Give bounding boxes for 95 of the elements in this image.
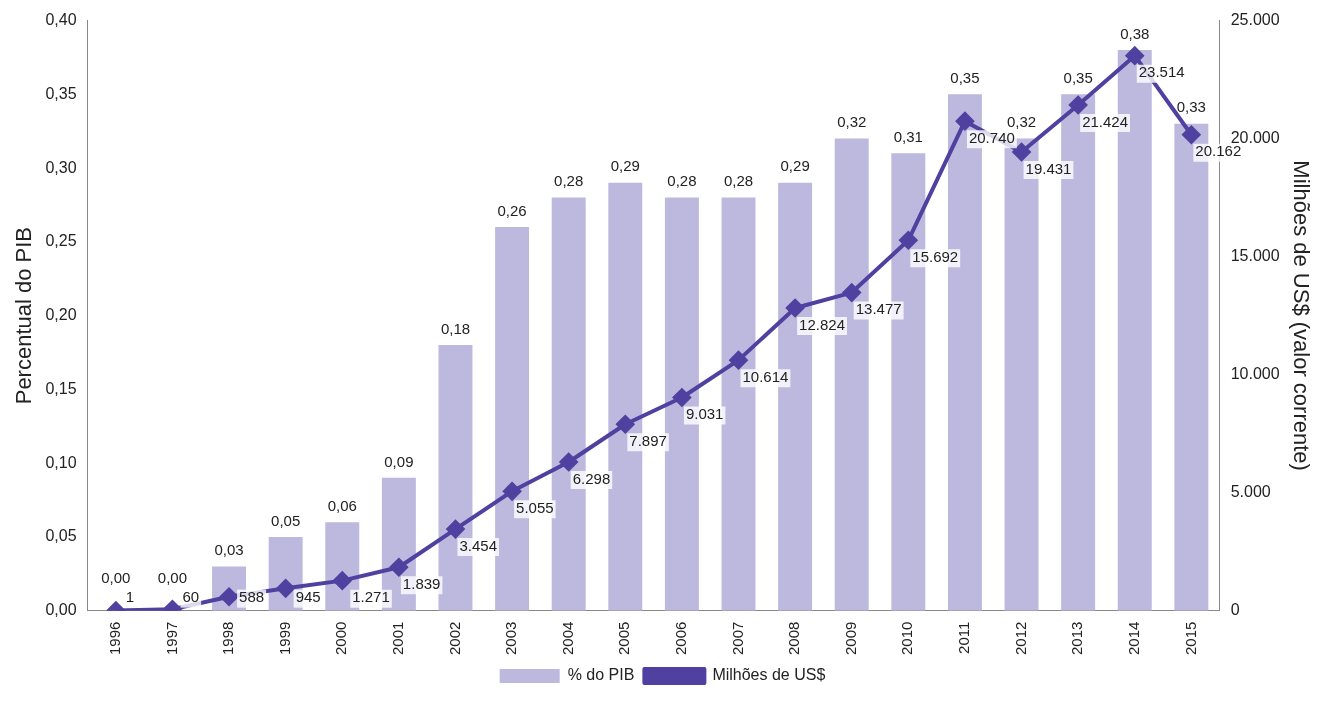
data-label: 0,26 xyxy=(497,201,527,219)
y2-tick-label: 5.000 xyxy=(1230,483,1271,501)
data-label: 0,28 xyxy=(667,172,697,190)
y2-tick-label: 0 xyxy=(1230,601,1240,619)
x-tick-label: 2013 xyxy=(1068,621,1086,656)
point xyxy=(955,112,974,131)
data-label: 0,35 xyxy=(950,68,980,86)
data-label: 3.454 xyxy=(459,536,498,554)
x-tick-label: 1996 xyxy=(105,621,123,656)
y-tick-label: 0,40 xyxy=(45,11,77,29)
data-label: 0,29 xyxy=(780,157,810,175)
x-tick-label: 2003 xyxy=(502,621,520,656)
x-tick-label: 2001 xyxy=(389,621,407,656)
point xyxy=(276,579,295,598)
x-tick-label: 2002 xyxy=(445,621,463,656)
x-tick-label: 1998 xyxy=(219,621,237,656)
y2-axis-title: Milhões de US$ (valor corrente) xyxy=(1288,160,1314,471)
data-label: 588 xyxy=(239,588,265,606)
x-tick-label: 2015 xyxy=(1181,621,1199,656)
data-label: 0,03 xyxy=(214,541,244,559)
data-label: 7.897 xyxy=(629,431,667,449)
data-label: 0,35 xyxy=(1063,68,1093,86)
x-tick-label: 2000 xyxy=(332,621,350,656)
data-label: 15.692 xyxy=(912,247,959,265)
x-tick-label: 2010 xyxy=(898,621,916,656)
data-label: 9.031 xyxy=(685,405,724,423)
data-label: 945 xyxy=(295,588,321,606)
data-label: 0,28 xyxy=(554,172,584,190)
point xyxy=(333,571,352,590)
data-label: 23.514 xyxy=(1138,63,1185,81)
legend-label: Milhões de US$ xyxy=(712,666,826,684)
legend-label: % do PIB xyxy=(567,666,635,684)
data-label: 0,32 xyxy=(837,113,867,131)
data-label: 0,38 xyxy=(1120,24,1150,42)
point xyxy=(786,298,805,317)
data-label: 19.431 xyxy=(1025,159,1072,177)
data-label: 0,18 xyxy=(440,319,471,337)
x-tick-label: 2004 xyxy=(558,621,576,656)
x-tick-label: 2005 xyxy=(615,621,633,656)
x-tick-label: 2007 xyxy=(728,621,746,656)
y-tick-label: 0,35 xyxy=(45,84,77,102)
point xyxy=(446,520,465,539)
point xyxy=(842,283,861,302)
data-label: 0,09 xyxy=(384,452,414,470)
y-tick-label: 0,25 xyxy=(45,232,77,250)
point xyxy=(1012,143,1031,162)
x-tick-label: 2011 xyxy=(955,621,973,654)
y-tick-label: 0,00 xyxy=(45,601,77,619)
y-tick-label: 0,05 xyxy=(45,527,77,545)
point xyxy=(672,388,691,407)
point xyxy=(729,351,748,370)
data-label: 0,33 xyxy=(1176,98,1206,116)
data-label: 5.055 xyxy=(516,498,554,516)
data-label: 1.271 xyxy=(352,588,390,606)
data-label: 1.839 xyxy=(402,574,441,592)
y-axis-title: Percentual do PIB xyxy=(11,226,37,405)
x-tick-label: 2008 xyxy=(785,621,803,656)
y2-tick-label: 25.000 xyxy=(1230,11,1280,29)
point xyxy=(1125,46,1144,65)
x-tick-label: 2006 xyxy=(672,621,690,656)
data-label: 0,31 xyxy=(893,128,923,145)
data-label: 12.824 xyxy=(799,315,846,333)
y-tick-label: 0,15 xyxy=(45,379,77,397)
x-tick-label: 1999 xyxy=(275,621,293,656)
data-label: 0,28 xyxy=(723,172,754,190)
data-label: 0,00 xyxy=(101,569,131,587)
x-tick-label: 2014 xyxy=(1124,621,1142,656)
x-tick-label: 2009 xyxy=(841,621,859,656)
data-label: 1 xyxy=(125,588,135,606)
data-label: 0,06 xyxy=(327,496,357,514)
data-label: 0,29 xyxy=(610,157,640,175)
x-tick-label: 2012 xyxy=(1011,621,1029,656)
point xyxy=(1069,96,1088,114)
data-label: 21.424 xyxy=(1082,112,1129,130)
point xyxy=(1182,125,1201,144)
point xyxy=(559,452,578,471)
data-label: 10.614 xyxy=(742,367,789,385)
y-tick-label: 0,30 xyxy=(45,158,77,176)
data-label: 0,05 xyxy=(271,511,301,529)
point xyxy=(616,415,635,434)
data-label: 0,00 xyxy=(157,569,188,587)
data-label: 20.162 xyxy=(1195,142,1242,160)
y-tick-label: 0,20 xyxy=(45,306,77,324)
point xyxy=(389,558,408,577)
y2-tick-label: 10.000 xyxy=(1230,365,1280,383)
x-tick-label: 1997 xyxy=(162,621,180,656)
y2-tick-label: 15.000 xyxy=(1230,247,1280,265)
data-label: 60 xyxy=(182,588,200,606)
point xyxy=(899,231,918,250)
y-tick-label: 0,10 xyxy=(45,453,77,471)
point xyxy=(503,482,522,501)
data-label: 6.298 xyxy=(572,469,611,487)
data-label: 20.740 xyxy=(968,128,1015,146)
data-label: 13.477 xyxy=(855,300,902,318)
data-label: 0,32 xyxy=(1006,113,1037,131)
